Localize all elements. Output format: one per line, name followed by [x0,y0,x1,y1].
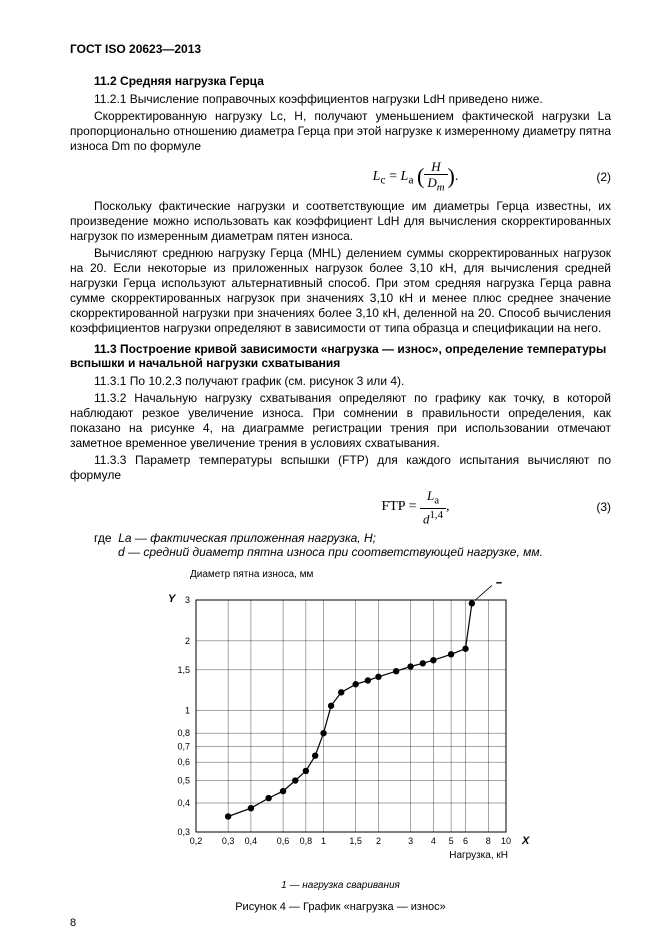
svg-text:3: 3 [408,836,413,846]
page-number: 8 [70,917,76,929]
svg-text:0,6: 0,6 [276,836,289,846]
svg-text:3: 3 [184,595,189,605]
svg-text:Нагрузка, кН: Нагрузка, кН [449,850,508,861]
para-11-3-1: 11.3.1 По 10.2.3 получают график (см. ри… [70,374,611,389]
svg-text:4: 4 [430,836,435,846]
svg-text:0,4: 0,4 [244,836,257,846]
equation-3-body: FTP = Lad1,4, [260,489,571,525]
svg-text:0,6: 0,6 [177,757,190,767]
where-block: где La — фактическая приложенная нагрузк… [70,531,611,559]
chart-y-title: Диаметр пятна износа, мм [190,569,611,580]
equation-2: Lc = La (HDm). (2) [70,160,611,193]
svg-text:1: 1 [495,582,502,586]
where-la: La — фактическая приложенная нагрузка, Н… [118,531,376,545]
svg-text:8: 8 [485,836,490,846]
section-11-3-title: 11.3 Построение кривой зависимости «нагр… [70,342,611,370]
svg-text:0,4: 0,4 [177,798,190,808]
svg-text:1: 1 [184,706,189,716]
para-11-2-lc: Скорректированную нагрузку Lc, Н, получа… [70,109,611,154]
equation-3: FTP = Lad1,4, (3) [70,489,611,525]
equation-3-number: (3) [571,500,611,514]
equation-2-number: (2) [571,170,611,184]
where-intro: где [94,531,112,545]
chart-legend: 1 — нагрузка сваривания [70,880,611,891]
para-11-3-3: 11.3.3 Параметр температуры вспышки (FTP… [70,453,611,483]
svg-text:0,2: 0,2 [189,836,202,846]
svg-text:0,7: 0,7 [177,742,190,752]
para-11-3-2: 11.3.2 Начальную нагрузку схватывания оп… [70,391,611,451]
para-11-2-since: Поскольку фактические нагрузки и соответ… [70,199,611,244]
chart-svg: 0,20,30,40,60,811,5234568100,30,40,50,60… [146,582,536,872]
svg-text:1,5: 1,5 [349,836,362,846]
figure-4: Диаметр пятна износа, мм 0,20,30,40,60,8… [70,569,611,913]
svg-text:1,5: 1,5 [177,665,190,675]
equation-2-body: Lc = La (HDm). [260,160,571,193]
svg-text:0,5: 0,5 [177,776,190,786]
svg-text:0,3: 0,3 [177,827,190,837]
svg-text:2: 2 [184,636,189,646]
svg-text:6: 6 [463,836,468,846]
section-11-2-title: 11.2 Средняя нагрузка Герца [70,74,611,88]
svg-text:10: 10 [500,836,510,846]
svg-text:0,8: 0,8 [177,728,190,738]
svg-text:0,3: 0,3 [221,836,234,846]
svg-text:2: 2 [375,836,380,846]
svg-text:0,8: 0,8 [299,836,312,846]
chart-caption: Рисунок 4 — График «нагрузка — износ» [70,901,611,913]
para-11-2-mhl: Вычисляют среднюю нагрузку Герца (MHL) д… [70,246,611,336]
svg-text:5: 5 [448,836,453,846]
svg-text:1: 1 [321,836,326,846]
svg-text:X: X [521,835,530,847]
document-header: ГОСТ ISO 20623—2013 [70,42,611,56]
svg-text:Y: Y [168,593,177,605]
para-11-2-1: 11.2.1 Вычисление поправочных коэффициен… [70,92,611,107]
where-d: d — средний диаметр пятна износа при соо… [118,545,543,559]
